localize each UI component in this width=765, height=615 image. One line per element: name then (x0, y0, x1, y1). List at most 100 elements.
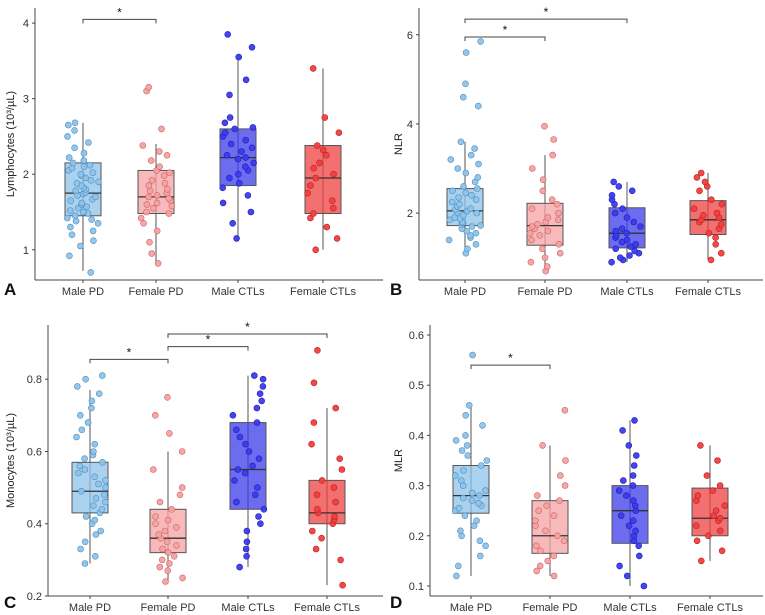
significance-star: * (127, 345, 132, 359)
data-point (548, 196, 556, 203)
data-point (224, 31, 231, 38)
data-point (312, 246, 320, 254)
data-point (465, 401, 473, 409)
data-point (560, 537, 568, 545)
data-point (159, 545, 166, 553)
x-tick-label: Female CTLs (677, 602, 744, 614)
data-point (243, 538, 251, 546)
panel-b: 2 4 6 NLR B Male PD Female PD Male CTLs Female C… (390, 5, 763, 299)
data-point (309, 65, 317, 72)
data-point (459, 93, 467, 101)
data-point (156, 163, 163, 170)
data-point (483, 457, 491, 464)
data-point (632, 241, 640, 248)
data-point (148, 250, 155, 257)
data-point (533, 542, 540, 550)
data-point (245, 448, 253, 455)
data-point (712, 507, 720, 515)
x-tick-label: Female CTLs (675, 286, 742, 298)
data-point (632, 452, 640, 459)
group-male-ctls: Male CTLs (211, 31, 265, 298)
box (308, 479, 346, 525)
data-point (77, 411, 84, 419)
data-point (312, 545, 320, 553)
data-point (165, 210, 173, 217)
data-point (556, 497, 563, 504)
data-point (716, 482, 724, 489)
data-point (615, 487, 623, 494)
data-point (178, 448, 186, 455)
data-point (625, 442, 633, 449)
y-tick-label: 4 (23, 18, 29, 30)
data-point (242, 154, 249, 161)
data-point (555, 241, 563, 248)
data-point (161, 180, 169, 187)
group-male-ctls: Male CTLs (600, 178, 654, 298)
data-point (692, 522, 700, 530)
group-female-ctls: Female CTLs (294, 346, 361, 614)
data-point (697, 169, 705, 177)
data-point (693, 174, 701, 181)
data-point (467, 232, 474, 239)
data-point (612, 245, 620, 253)
data-point (539, 176, 547, 183)
data-point (81, 538, 89, 546)
data-point (464, 452, 472, 459)
data-point (222, 129, 229, 136)
data-point (313, 142, 321, 149)
data-point (314, 346, 321, 354)
group-male-pd: Male PD (444, 38, 486, 298)
data-point (616, 254, 624, 262)
data-point (231, 477, 238, 484)
group-female-pd: Female PD (517, 122, 573, 298)
data-point (632, 527, 639, 535)
data-point (155, 531, 163, 538)
data-point (451, 214, 459, 221)
x-tick-label: Male CTLs (600, 286, 654, 298)
group-female-ctls: Female CTLs (677, 442, 744, 614)
data-point (85, 139, 92, 146)
y-tick-label: 0.6 (409, 330, 424, 342)
data-point (78, 426, 86, 434)
data-point (468, 497, 476, 504)
data-point (255, 513, 262, 520)
data-point (154, 260, 162, 267)
data-point (260, 505, 268, 513)
x-tick-label: Female PD (128, 286, 183, 298)
data-point (148, 177, 156, 184)
data-point (697, 557, 705, 565)
data-point (307, 182, 314, 189)
data-point (92, 552, 99, 560)
data-point (452, 437, 460, 444)
data-point (467, 205, 474, 212)
data-point (473, 517, 480, 525)
data-point (533, 492, 541, 499)
data-point (619, 427, 626, 434)
data-point (152, 520, 159, 528)
y-tick-label: 0.2 (409, 531, 424, 543)
data-point (227, 140, 235, 148)
data-point (536, 562, 544, 570)
data-point (700, 212, 707, 219)
data-point (623, 214, 631, 221)
data-point (330, 484, 338, 491)
data-point (526, 229, 534, 237)
data-point (550, 136, 558, 143)
data-point (448, 198, 456, 206)
data-point (467, 151, 475, 159)
group-female-ctls: Female CTLs (675, 169, 742, 298)
data-point (248, 144, 256, 152)
data-point (539, 187, 547, 195)
data-point (544, 557, 552, 565)
data-point (102, 498, 109, 506)
data-point (74, 383, 81, 390)
data-point (304, 189, 311, 197)
panel-letter: C (4, 593, 16, 612)
data-point (173, 523, 180, 531)
data-point (447, 156, 455, 163)
data-point (550, 552, 558, 560)
data-point (610, 178, 618, 186)
data-point (555, 209, 562, 217)
data-point (81, 560, 89, 567)
